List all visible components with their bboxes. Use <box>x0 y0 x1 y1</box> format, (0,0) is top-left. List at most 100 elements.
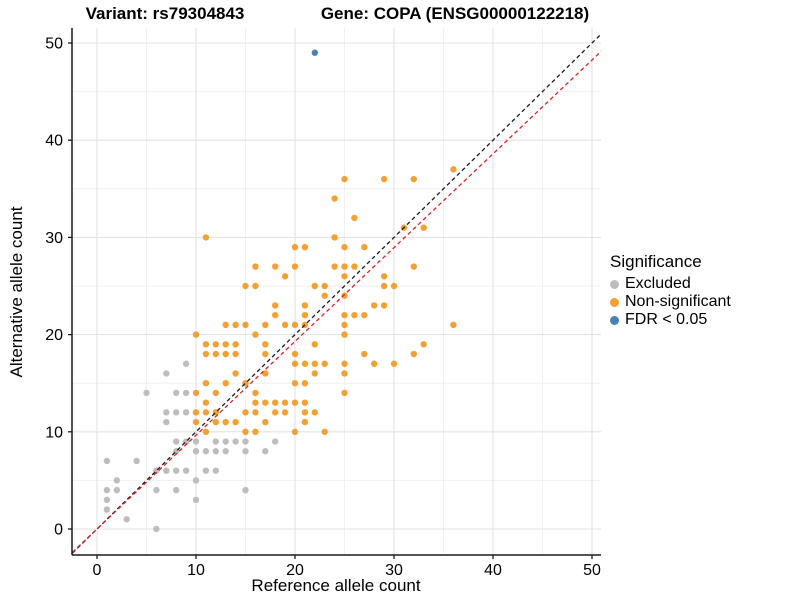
axis-lines <box>71 28 601 556</box>
scatter-point <box>103 496 111 504</box>
scatter-point <box>252 282 259 290</box>
scatter-point <box>242 448 249 455</box>
scatter-point <box>272 263 279 270</box>
scatter-point <box>410 175 417 183</box>
scatter-point <box>420 341 427 348</box>
legend-dot-icon <box>610 279 619 289</box>
legend-item-excluded: Excluded <box>610 275 731 293</box>
scatter-point <box>252 263 259 270</box>
gene-title: Gene: COPA (ENSG00000122218) <box>320 4 590 23</box>
scatter-point <box>252 399 259 406</box>
legend-item-label: Excluded <box>625 275 691 292</box>
scatter-point <box>410 263 417 270</box>
scatter-point <box>371 302 378 309</box>
legend-dot-icon <box>610 315 619 325</box>
legend-item-label: Non-significant <box>625 293 731 310</box>
scatter-point <box>331 195 338 202</box>
reference-lines <box>72 33 601 555</box>
scatter-point <box>103 486 111 494</box>
legend-dot-icon <box>610 297 619 307</box>
scatter-point <box>301 360 309 367</box>
scatter-point <box>361 311 368 319</box>
scatter-point <box>252 428 259 435</box>
scatter-point <box>341 370 348 377</box>
scatter-point <box>182 360 190 367</box>
scatter-point <box>242 486 249 494</box>
scatter-point <box>232 321 239 329</box>
scatter-point <box>351 214 358 222</box>
legend-items: Excluded Non-significant FDR < 0.05 <box>610 275 731 329</box>
scatter-point <box>232 370 239 377</box>
scatter-point <box>380 302 388 309</box>
scatter-point <box>242 321 249 329</box>
scatter-point <box>390 360 398 367</box>
scatter-point <box>242 282 249 290</box>
scatter-point <box>173 438 180 445</box>
scatter-point <box>163 370 170 377</box>
scatter-point <box>291 428 299 435</box>
scatter-point <box>301 302 309 309</box>
scatter-point <box>341 243 348 251</box>
scatter-point <box>202 409 210 416</box>
scatter-point <box>321 360 328 367</box>
scatter-point <box>222 341 229 348</box>
scatter-point <box>321 428 328 435</box>
scatter-point <box>242 438 249 445</box>
scatter-point <box>192 418 200 426</box>
scatter-point <box>380 273 388 280</box>
scatter-point <box>301 311 309 319</box>
scatter-point <box>222 321 229 329</box>
scatter-point <box>163 409 170 416</box>
legend-item-fdr-0-05: FDR < 0.05 <box>610 311 731 329</box>
scatter-point <box>173 486 180 494</box>
scatter-point <box>331 234 338 241</box>
scatter-point <box>341 175 348 183</box>
scatter-point <box>202 448 210 455</box>
scatter-point <box>361 350 368 358</box>
scatter-point <box>103 506 111 513</box>
scatter-point <box>153 486 160 494</box>
series-fdr-0-05 <box>311 49 318 56</box>
scatter-point <box>341 292 348 299</box>
scatter-point <box>291 360 299 367</box>
x-tick-label: 30 <box>385 562 403 579</box>
scatter-point <box>341 263 348 270</box>
scatter-point <box>371 360 378 367</box>
legend-item-label: FDR < 0.05 <box>625 311 708 328</box>
scatter-point <box>281 409 289 416</box>
scatter-point <box>380 282 388 290</box>
scatter-point <box>202 380 210 387</box>
scatter-point <box>222 380 229 387</box>
scatter-point <box>212 389 219 397</box>
scatter-point <box>311 409 318 416</box>
scatter-point <box>202 399 210 406</box>
x-axis-label: Reference allele count <box>251 576 421 595</box>
scatter-point <box>202 350 210 358</box>
scatter-point <box>272 302 279 309</box>
x-tick-label: 50 <box>583 562 601 579</box>
scatter-point <box>212 418 219 426</box>
scatter-point <box>103 457 111 465</box>
scatter-point <box>212 350 219 358</box>
scatter-point <box>331 263 338 270</box>
gridlines <box>72 28 601 555</box>
scatter-point <box>202 428 210 435</box>
scatter-point <box>272 311 279 319</box>
y-tick-label: 50 <box>45 36 63 53</box>
scatter-point <box>291 399 299 406</box>
scatter-point <box>173 389 180 397</box>
scatter-point <box>222 448 229 455</box>
scatter-point <box>272 409 279 416</box>
y-tick-label: 40 <box>45 133 63 150</box>
scatter-point <box>262 399 269 406</box>
legend-item-non-significant: Non-significant <box>610 293 731 311</box>
scatter-point <box>252 331 259 338</box>
scatter-point <box>182 409 190 416</box>
scatter-point <box>301 409 309 416</box>
scatter-point <box>291 321 299 329</box>
scatter-point <box>272 399 279 406</box>
x-tick-label: 40 <box>484 562 502 579</box>
scatter-point <box>410 350 417 358</box>
x-tick-label: 20 <box>286 562 304 579</box>
scatter-point <box>291 243 299 251</box>
